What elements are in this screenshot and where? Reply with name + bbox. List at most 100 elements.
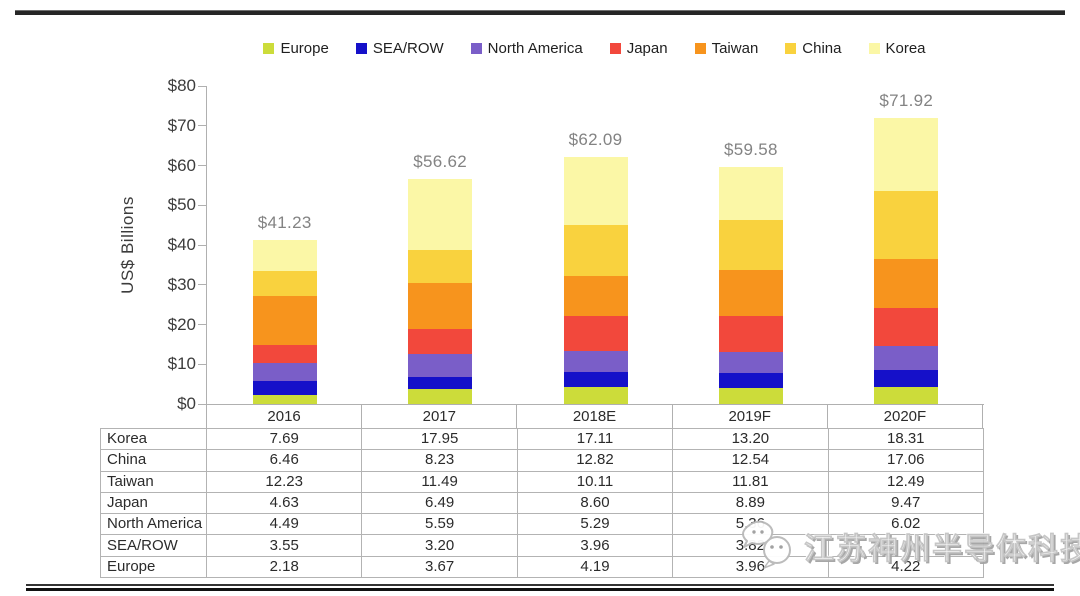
x-axis-label-2017: 2017 <box>361 405 516 428</box>
y-tick-mark <box>198 165 206 166</box>
table-cell: 2.18 <box>205 555 363 579</box>
legend-label: China <box>802 40 842 57</box>
table-row-label: Taiwan <box>100 470 207 493</box>
table-cell: 17.11 <box>516 427 674 451</box>
table-cell: 12.49 <box>827 470 984 493</box>
bar-segment-europe <box>408 389 473 404</box>
legend-item-sea-row: SEA/ROW <box>355 40 444 57</box>
table-cell: 9.47 <box>827 491 984 515</box>
table-row-taiwan: Taiwan 12.23 11.49 10.11 11.81 12.49 <box>100 470 984 493</box>
table-cell: 6.46 <box>205 449 363 472</box>
legend-label: Korea <box>885 40 926 57</box>
table-cell: 5.59 <box>361 513 518 536</box>
table-cell: 3.67 <box>361 555 518 579</box>
y-tick-mark <box>198 125 206 127</box>
y-tick-mark <box>198 244 206 246</box>
legend-item-north-america: North America <box>470 40 583 57</box>
bar-segment-japan <box>252 345 317 364</box>
bar-segment-sea-row <box>718 373 783 389</box>
legend-item-japan: Japan <box>609 40 668 57</box>
legend-item-china: China <box>785 40 842 57</box>
y-tick-label: $0 <box>177 394 196 413</box>
table-row-label: Korea <box>100 427 207 451</box>
chart-legend: Europe SEA/ROW North America Japan Taiwan Chi… <box>206 40 983 57</box>
bar-segment-korea <box>408 178 473 251</box>
y-tick-mark <box>198 85 206 87</box>
bar-segment-japan <box>718 316 783 352</box>
bar-total-label: $71.92 <box>879 91 934 111</box>
bar-segment-taiwan <box>408 283 473 329</box>
table-cell: 11.49 <box>361 470 518 493</box>
legend-item-taiwan: Taiwan <box>694 40 759 57</box>
y-tick-label: $70 <box>167 115 196 135</box>
bar-segment-japan <box>874 308 939 347</box>
plot-area: $41.23 $56.62 $62.09 $59.58 $71.92 <box>198 85 984 405</box>
table-row-label: SEA/ROW <box>100 534 207 557</box>
bar-segment-china <box>252 270 317 297</box>
table-cell: 17.06 <box>827 449 984 472</box>
y-tick-mark <box>198 403 206 405</box>
table-cell: 17.95 <box>361 427 518 451</box>
table-row-label: China <box>100 449 207 472</box>
bar-segment-taiwan <box>874 258 939 309</box>
legend-swatch <box>609 43 621 54</box>
legend-label: Europe <box>280 40 329 57</box>
y-tick-label: $50 <box>167 195 196 215</box>
table-cell: 4.19 <box>516 555 674 579</box>
y-tick-label: $20 <box>167 314 196 334</box>
y-tick-label: $40 <box>167 235 196 254</box>
bar-segment-korea <box>563 157 628 226</box>
legend-swatch <box>470 43 482 54</box>
bar-segment-japan <box>408 328 473 355</box>
table-cell: 4.22 <box>827 555 984 579</box>
legend-label: Japan <box>626 40 668 57</box>
table-cell: 10.11 <box>516 470 674 493</box>
bar-segment-europe <box>563 387 628 404</box>
legend-swatch <box>355 43 367 54</box>
bar-segment-japan <box>563 316 628 351</box>
bar-segment-korea <box>718 167 783 220</box>
legend-label: SEA/ROW <box>372 40 444 57</box>
bar-total-label: $56.62 <box>413 151 467 171</box>
bar-segment-korea <box>874 118 939 191</box>
y-tick-mark <box>198 363 206 365</box>
bar-segment-north-america <box>563 350 628 372</box>
bar-segment-europe <box>874 387 939 404</box>
bar-total-label: $62.09 <box>568 130 623 150</box>
table-cell: 13.20 <box>672 427 829 451</box>
bar-segment-europe <box>252 395 317 404</box>
watermark: 江苏神州半导体科技 <box>738 520 1080 572</box>
y-tick-label: $80 <box>167 76 196 95</box>
watermark-text: 江苏神州半导体科技 <box>804 533 1080 567</box>
table-row-japan: Japan 4.63 6.49 8.60 8.89 9.47 <box>100 491 984 515</box>
y-tick-label: $30 <box>167 274 196 294</box>
x-axis-label-2020f: 2020F <box>826 405 984 428</box>
bar-segment-north-america <box>718 351 783 374</box>
bar-segment-taiwan <box>563 276 628 317</box>
bar-segment-china <box>563 225 628 277</box>
table-cell: 3.20 <box>361 534 518 557</box>
table-row-europe: Europe 2.18 3.67 4.19 3.96 4.22 <box>100 555 984 579</box>
x-axis-labels: 2016 2017 2018E 2019F 2020F <box>206 405 984 428</box>
table-cell: 8.89 <box>672 491 829 515</box>
table-cell: 18.31 <box>827 427 984 451</box>
bar-segment-sea-row <box>563 371 628 388</box>
y-tick-mark <box>198 204 206 206</box>
table-row-korea: Korea 7.69 17.95 17.11 13.20 18.31 <box>100 427 984 451</box>
bar-segment-china <box>408 250 473 284</box>
data-table: Korea 7.69 17.95 17.11 13.20 18.31 China 6.46 8.… <box>100 427 984 579</box>
table-row-label: Japan <box>100 491 207 515</box>
table-cell: 7.69 <box>205 427 363 451</box>
bar-segment-china <box>874 190 939 259</box>
legend-label: Taiwan <box>711 40 759 57</box>
bar-segment-north-america <box>874 346 939 370</box>
x-axis-label-2018e: 2018E <box>516 405 671 428</box>
table-cell: 12.23 <box>205 470 363 493</box>
bar-segment-sea-row <box>252 381 317 396</box>
legend-swatch <box>868 43 880 54</box>
legend-label: North America <box>487 40 583 57</box>
x-axis-label-2019f: 2019F <box>671 405 827 428</box>
bar-total-label: $59.58 <box>723 140 778 160</box>
bar-segment-sea-row <box>408 376 473 390</box>
